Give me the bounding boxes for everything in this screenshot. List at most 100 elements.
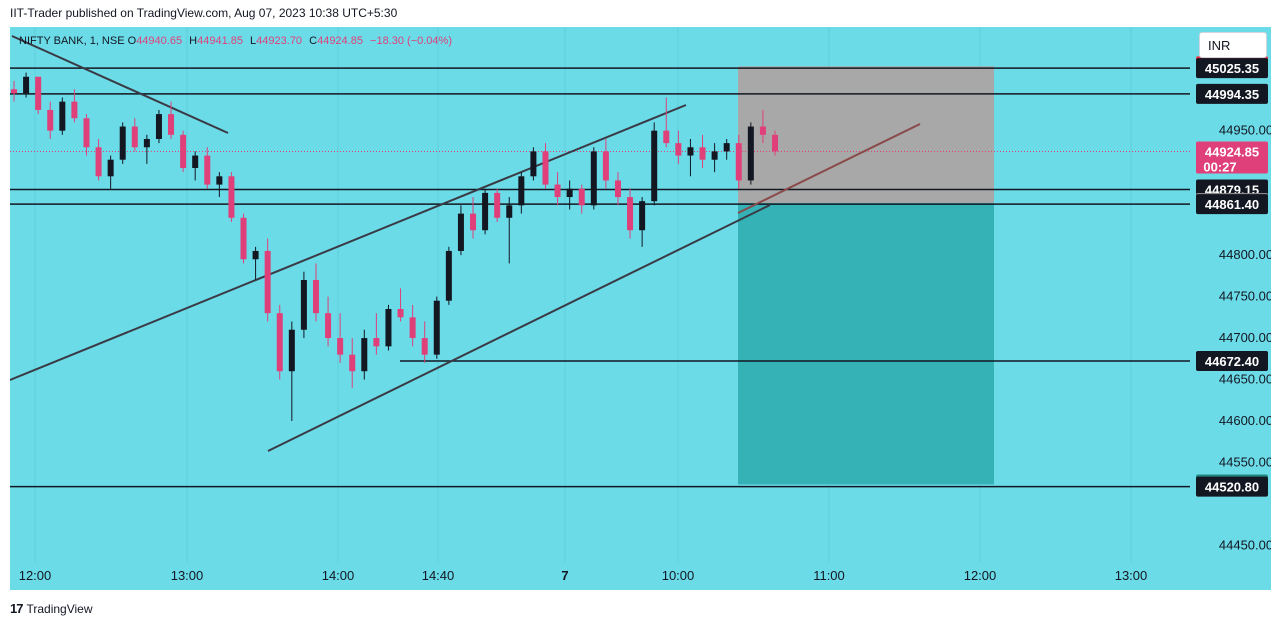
tradingview-logo-icon: 17 [10, 601, 24, 616]
candle [361, 329, 368, 380]
candle-body [699, 147, 706, 160]
price-tag-value: 44994.35 [1205, 87, 1259, 102]
candle [506, 197, 513, 264]
chart-area[interactable]: 44450.00 44550.00 44600.00 44650.00 44700.00… [10, 27, 1271, 590]
y-tick-label: 44650.00 [1219, 372, 1271, 387]
candle-body [590, 151, 597, 206]
candle-body [216, 176, 223, 185]
candle [482, 188, 489, 235]
candle-body [639, 201, 646, 231]
candle-body [554, 184, 561, 198]
candle [155, 109, 162, 144]
price-tag-bg [1196, 350, 1268, 371]
candle-body [325, 313, 332, 339]
candle [59, 97, 66, 135]
x-tick-label: 7 [561, 568, 568, 583]
candle-body [687, 147, 694, 156]
candle-body [228, 176, 235, 218]
trendline-down [11, 35, 229, 134]
price-chart[interactable]: 44450.00 44550.00 44600.00 44650.00 44700.00… [10, 27, 1271, 590]
candle-body [397, 309, 404, 318]
candle [590, 147, 597, 210]
candle-body [47, 109, 54, 131]
candle-body [421, 338, 428, 355]
candle [470, 197, 477, 239]
candle-body [614, 180, 621, 198]
candle-body [288, 329, 295, 372]
candle-body [711, 151, 718, 160]
candle [337, 313, 344, 363]
candle-body [723, 143, 730, 152]
candle [421, 321, 428, 363]
candle [288, 321, 295, 421]
candle-body [71, 101, 78, 119]
high-label: H [189, 35, 198, 47]
candle-body [264, 250, 271, 314]
candle-body [651, 130, 658, 202]
candle [23, 72, 30, 98]
y-tick-label: 44800.00 [1219, 247, 1271, 262]
y-tick-label: 44750.00 [1219, 289, 1271, 304]
candle [759, 109, 766, 144]
candle [312, 263, 319, 322]
candle-body [759, 126, 766, 135]
candle-body [35, 76, 42, 110]
candle-body [530, 151, 537, 177]
candle [107, 155, 114, 189]
trendline-projection [737, 123, 921, 214]
candle [71, 89, 78, 123]
candle [663, 97, 670, 148]
candle-body [566, 188, 573, 198]
candle [204, 147, 211, 189]
candle [699, 134, 706, 169]
candle-body [107, 159, 114, 177]
candle [566, 180, 573, 210]
candle-body [409, 317, 416, 339]
candle-body [300, 279, 307, 330]
low-label: L [250, 35, 257, 47]
candle-body [663, 130, 670, 144]
candle-body [143, 138, 150, 148]
candle [445, 246, 452, 305]
candle [433, 296, 440, 359]
candle [772, 130, 778, 156]
candle-body [445, 250, 452, 301]
price-tag-countdown: 00:27 [1203, 160, 1236, 175]
candle [264, 238, 271, 322]
candle [530, 147, 537, 181]
candle-body [542, 151, 549, 185]
currency-button[interactable]: INR [1199, 32, 1267, 58]
candle [276, 304, 283, 380]
candle [168, 101, 175, 139]
close-label: C [309, 35, 318, 47]
candle [711, 143, 718, 173]
take-profit-zone [738, 203, 994, 485]
candle [325, 296, 332, 347]
symbol-label[interactable]: NIFTY BANK, 1, NSE [19, 35, 125, 47]
candle-body [457, 213, 464, 251]
candle [723, 138, 730, 160]
candle-body [772, 134, 778, 152]
tradingview-brand: TradingView [26, 601, 93, 616]
candle-body [119, 126, 126, 160]
candle [119, 122, 126, 164]
x-tick-label: 13:00 [1115, 568, 1148, 583]
footer: 17 TradingView [10, 601, 93, 616]
candle-body [204, 155, 211, 185]
candle [95, 138, 102, 181]
price-tag: 44672.40 [1196, 350, 1268, 371]
candle [614, 172, 621, 206]
candle-body [131, 126, 138, 148]
candle-body [518, 176, 525, 206]
candle-body [192, 155, 199, 169]
candle [373, 313, 380, 355]
candle [216, 172, 223, 198]
candle-body [95, 147, 102, 177]
candle [385, 304, 392, 351]
stop-loss-zone [738, 66, 994, 204]
x-tick-label: 14:00 [322, 568, 355, 583]
candle-body [168, 114, 175, 135]
x-tick-label: 13:00 [171, 568, 204, 583]
x-tick-label: 14:40 [422, 568, 455, 583]
candle [409, 304, 416, 347]
